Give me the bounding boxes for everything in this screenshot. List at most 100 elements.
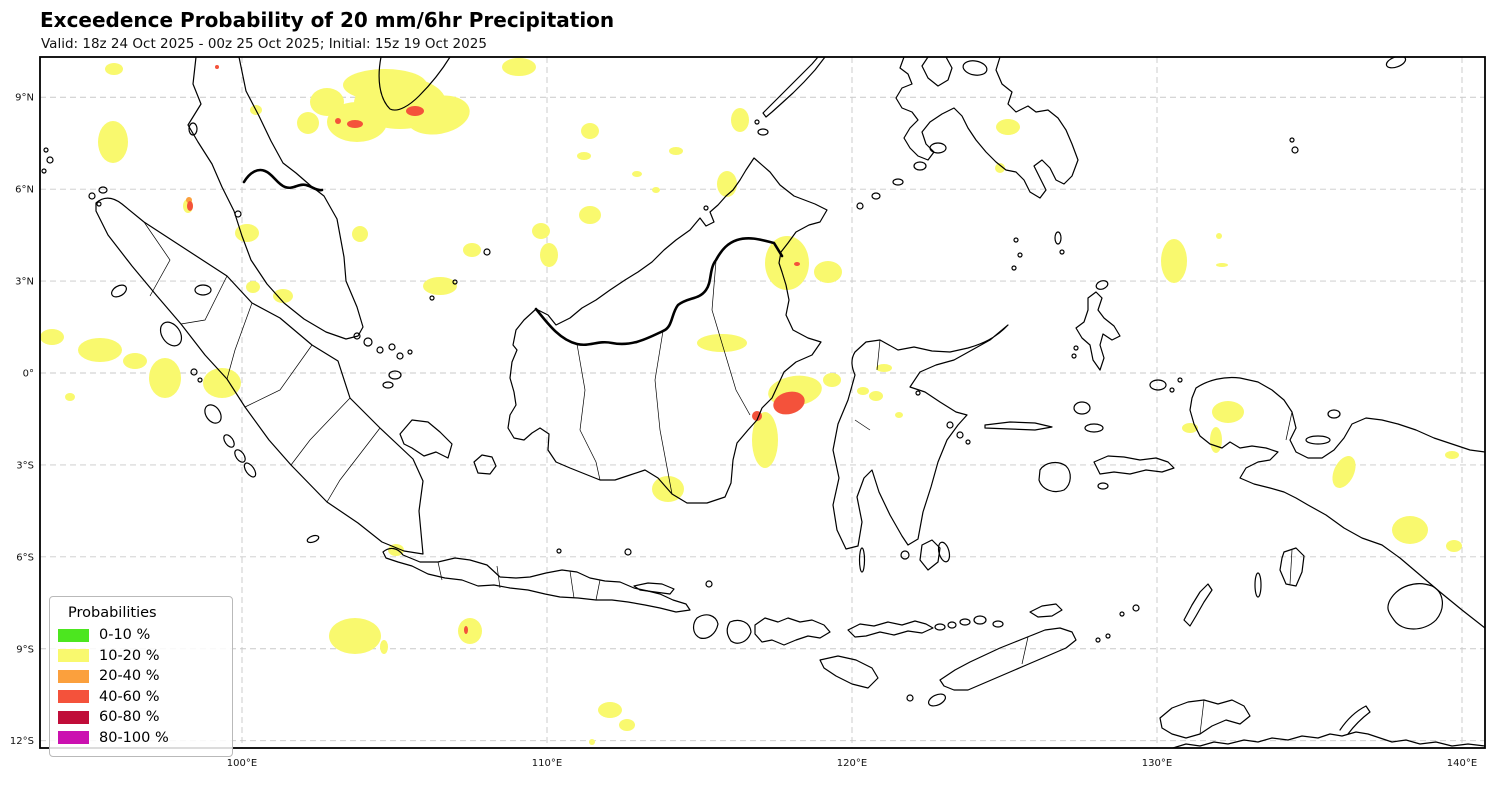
island-banggai	[956, 431, 964, 439]
island-pagai-n	[234, 449, 246, 463]
island-anambas	[429, 295, 435, 301]
island-tanimbar	[1183, 583, 1213, 627]
island-karimunjawa	[556, 548, 562, 554]
island-dolak	[1387, 583, 1443, 630]
probability-patch	[502, 58, 536, 76]
probability-patch	[215, 65, 219, 69]
probability-patch	[1161, 239, 1187, 283]
island-siberut	[204, 404, 222, 424]
probability-patch	[669, 147, 683, 155]
island-nicobar	[41, 168, 47, 174]
island-lombok	[726, 619, 752, 644]
island-moa	[1105, 633, 1111, 639]
island-natuna	[483, 248, 491, 256]
island-palau	[1289, 137, 1295, 143]
island-bangka	[399, 419, 453, 459]
island-babar	[1132, 604, 1140, 612]
probability-patch	[347, 120, 363, 128]
probability-patch	[895, 412, 903, 418]
island-nicobar	[46, 156, 54, 164]
island-alor	[947, 621, 957, 629]
island-batu-2	[197, 377, 203, 383]
probability-patch	[406, 106, 424, 116]
legend-label: 80-100 %	[99, 729, 169, 746]
legend-swatch	[58, 628, 89, 642]
probability-patch	[579, 206, 601, 224]
island-riau	[388, 343, 396, 351]
island-belitung	[473, 454, 497, 475]
probability-patch	[857, 387, 869, 395]
province-borders	[143, 221, 1293, 735]
y-tick-label: 9°S	[16, 644, 34, 655]
legend-row: 20-40 %	[58, 666, 222, 687]
page-title: Exceedence Probability of 20 mm/6hr Prec…	[40, 8, 615, 32]
island-banggai	[946, 421, 954, 429]
island-flores	[847, 620, 934, 638]
x-tick-label: 110°E	[532, 758, 562, 769]
island-kabaena	[900, 550, 910, 560]
island-labuan	[703, 205, 709, 211]
y-tick-label: 3°S	[16, 460, 34, 471]
probability-patch	[105, 63, 123, 75]
island-biak	[1327, 409, 1341, 419]
probability-patch	[458, 618, 482, 644]
island-obi	[1084, 423, 1104, 433]
island-singkep	[382, 381, 394, 389]
island-nias	[159, 321, 183, 347]
probability-patch	[78, 338, 122, 362]
island-palau	[1291, 146, 1299, 154]
island-buru	[1038, 461, 1071, 493]
island-raja-ampat	[1169, 387, 1175, 393]
probability-patch	[297, 112, 319, 134]
island-banggi	[757, 128, 769, 136]
island-visayas-2	[962, 60, 988, 76]
island-damar	[1095, 637, 1101, 643]
probability-patch	[869, 391, 883, 401]
probability-patch	[876, 364, 892, 372]
probability-patch	[98, 121, 128, 163]
island-sulu	[892, 178, 904, 186]
island-batu	[190, 368, 198, 376]
island-tidore	[1071, 353, 1077, 359]
island-kangean	[705, 580, 713, 588]
island-sipora	[223, 434, 235, 448]
probability-patch	[619, 719, 635, 731]
island-buton	[937, 541, 951, 563]
probability-patch	[273, 289, 293, 303]
probability-patch	[765, 236, 809, 290]
probability-patch	[540, 243, 558, 267]
probability-patch	[652, 187, 660, 193]
island-riau	[407, 349, 413, 355]
y-tick-label: 3°N	[15, 277, 34, 288]
coast-mindanao	[895, 57, 1079, 199]
gridlines	[40, 57, 1485, 748]
legend-label: 40-60 %	[99, 688, 160, 705]
island-aru	[1279, 547, 1305, 587]
island-rote	[927, 693, 947, 707]
island-bacan	[1073, 401, 1091, 415]
island-visayas	[921, 57, 953, 87]
probability-patch	[577, 152, 591, 160]
legend-items: 0-10 % 10-20 % 20-40 % 40-60 % 60-80 % 80-100…	[58, 625, 222, 748]
probability-patch	[1332, 456, 1356, 488]
island-madura	[633, 582, 675, 595]
island-tawitawi	[871, 192, 881, 200]
x-tick-label: 130°E	[1142, 758, 1172, 769]
island-halmahera	[1075, 291, 1121, 371]
plot-background	[40, 57, 1485, 748]
island-anambas	[452, 279, 458, 285]
country-borders	[242, 168, 784, 346]
island-lingga	[388, 370, 402, 380]
x-tick-label: 120°E	[837, 758, 867, 769]
y-tick-label: 6°N	[15, 185, 34, 196]
island-nicobar	[88, 192, 96, 200]
probability-patch	[352, 226, 368, 242]
probability-patch	[423, 277, 457, 295]
y-tick-label: 12°S	[10, 736, 34, 747]
probability-patch	[123, 353, 147, 369]
island-alor	[973, 615, 987, 625]
island-ternate	[1073, 345, 1079, 351]
island-bawean	[624, 548, 632, 556]
island-enggano	[306, 534, 320, 544]
